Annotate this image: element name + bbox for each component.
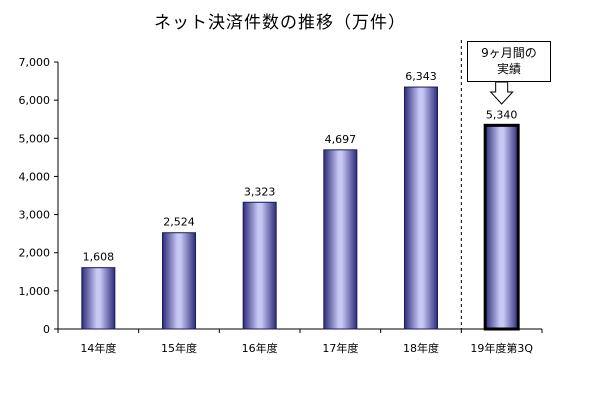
- data-label: 1,608: [83, 251, 115, 264]
- data-label: 6,343: [405, 70, 437, 83]
- bar: [242, 201, 277, 330]
- data-label: 4,697: [325, 133, 357, 146]
- y-tick-label: 2,000: [19, 247, 51, 260]
- bar: [404, 86, 438, 330]
- y-tick-label: 5,000: [19, 132, 51, 145]
- chart-title: ネット決済件数の推移（万件）: [154, 13, 406, 33]
- y-tick-label: 3,000: [19, 209, 51, 222]
- y-tick-label: 7,000: [19, 56, 51, 69]
- bar: [323, 149, 358, 330]
- bar: [81, 267, 116, 330]
- x-tick-label: 18年度: [403, 341, 439, 355]
- annotation-line-1: 9ヶ月間の: [481, 46, 537, 60]
- annotation-line-2: 実績: [496, 62, 521, 76]
- x-tick-label: 16年度: [242, 341, 278, 355]
- data-label: 2,524: [163, 216, 195, 229]
- x-tick-label: 15年度: [161, 341, 197, 355]
- y-tick-label: 0: [43, 323, 50, 336]
- bar: [483, 123, 520, 331]
- x-tick-label: 19年度第3Q: [470, 341, 533, 355]
- y-tick-label: 6,000: [19, 94, 51, 107]
- x-tick-label: 17年度: [322, 341, 358, 355]
- bar: [162, 232, 196, 330]
- data-label: 3,323: [244, 185, 276, 198]
- y-tick-label: 1,000: [19, 285, 51, 298]
- x-tick-label: 14年度: [80, 341, 116, 355]
- y-tick-label: 4,000: [19, 170, 51, 183]
- annotation-callout: 9ヶ月間の 実績: [467, 41, 551, 82]
- data-label: 5,340: [486, 108, 518, 121]
- callout-arrow: [489, 81, 514, 105]
